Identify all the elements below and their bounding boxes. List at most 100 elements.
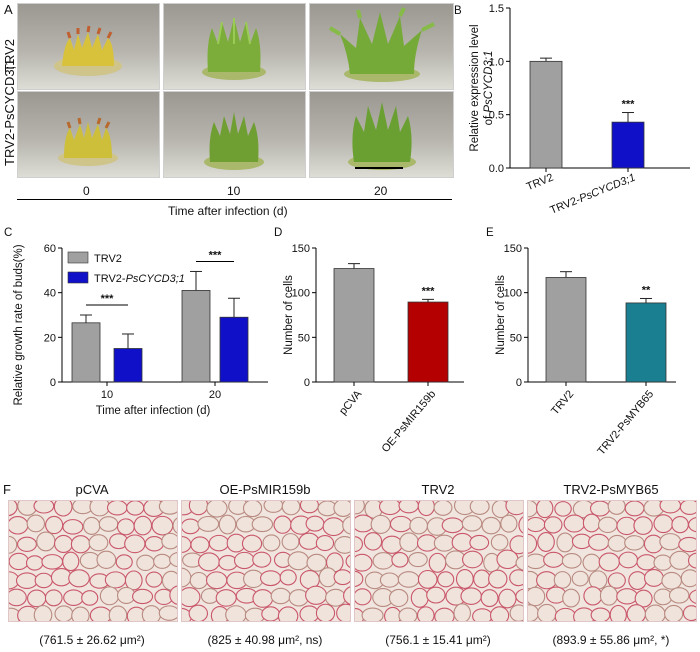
cell-outline [333, 569, 350, 586]
legend-swatch-C-0 [67, 251, 89, 264]
cell-outline [15, 572, 38, 590]
y-tick-label-D: 0 [304, 377, 310, 389]
y-tick-label-C: 40 [44, 288, 56, 300]
cell-outline [96, 550, 117, 569]
cell-outline [488, 569, 508, 589]
cell-outline [54, 605, 74, 621]
x-tick-label-E-0: TRV2 [549, 388, 576, 417]
cell-outline [315, 535, 335, 552]
photo-trv2-pscycd3-day10 [163, 91, 306, 178]
y-tick-label-B: 1.5 [489, 3, 504, 15]
cell-outline [509, 535, 523, 555]
cell-outline [598, 552, 620, 572]
cell-outline [355, 536, 363, 553]
cell-outline [333, 501, 350, 517]
cell-outline [89, 606, 112, 621]
cell-outline [133, 515, 153, 536]
cell-outline [115, 554, 133, 570]
cell-outline [9, 588, 27, 607]
y-axis-label-B-2: of PsCYCD3;1 [483, 51, 495, 126]
cell-outline [389, 515, 412, 533]
cell-outline [63, 589, 84, 606]
cell-outline [288, 589, 309, 607]
cell-outline [363, 532, 383, 551]
cell-outline [590, 607, 611, 621]
cell-outline [659, 533, 682, 551]
legend-label-C-0: TRV2 [94, 253, 122, 265]
cell-outline [45, 515, 64, 535]
cell-outline [9, 516, 29, 535]
cell-outline [305, 515, 325, 532]
cell-outline [682, 605, 696, 621]
cell-outline [628, 571, 647, 590]
y-tick-label-D: 150 [292, 243, 310, 255]
cell-outline [426, 586, 446, 604]
cell-outline [554, 501, 572, 517]
panel-letter-b: B [454, 5, 462, 17]
cell-outline [518, 516, 523, 534]
cell-outline [41, 554, 64, 570]
y-tick-label-E: 150 [504, 243, 522, 255]
cell-outline [563, 514, 586, 533]
cell-outline [618, 551, 639, 569]
cell-outline [262, 534, 281, 552]
cell-outline [343, 586, 350, 605]
cell-outline [659, 501, 682, 514]
y-axis-label-E: Number of cells [495, 275, 507, 355]
cell-outline [536, 571, 558, 590]
y-tick-label-B: 0.0 [489, 163, 504, 175]
cell-outline [299, 501, 319, 514]
cell-outline [104, 571, 127, 589]
cell-outline [583, 586, 603, 606]
cell-outline [261, 606, 280, 621]
cell-outline [528, 553, 547, 570]
bar-C-trv2pscycd31-0 [113, 348, 143, 383]
cell-outline [489, 606, 510, 621]
significance-label-B: *** [622, 99, 636, 111]
bar-E-0 [545, 277, 587, 383]
cell-outline [669, 550, 691, 570]
cell-outline [384, 606, 402, 621]
y-tick-label-D: 100 [292, 288, 310, 300]
cell-outline [398, 607, 418, 621]
cell-outline [315, 603, 336, 621]
photo-trv2-pscycd3-day0 [17, 91, 160, 178]
cell-outline [81, 590, 99, 606]
cell-outline [251, 516, 274, 533]
cell-outline [469, 501, 490, 515]
cell-outline [273, 515, 292, 534]
micro-stat-trv2-psmyb65: (893.9 ± 55.86 μm², *) [552, 633, 670, 647]
cell-outline [89, 501, 111, 517]
cell-outline [678, 536, 696, 553]
cell-outline [71, 606, 90, 621]
cell-outline [99, 586, 120, 606]
cell-outline [218, 514, 237, 535]
cell-outline [62, 551, 80, 572]
micro-title-trv2: TRV2 [421, 482, 455, 497]
cell-outline [616, 588, 638, 605]
cell-outline [33, 501, 55, 514]
x-axis-label-C: Time after infection (d) [96, 405, 211, 417]
cell-outline [582, 553, 601, 572]
cell-outline [496, 549, 519, 570]
y-tick-label-C: 60 [44, 243, 56, 255]
cell-outline [189, 571, 208, 590]
cell-outline [397, 571, 420, 588]
cell-outline [277, 606, 299, 621]
time-axis-title: Time after infection (d) [168, 204, 288, 218]
cell-outline [62, 519, 84, 535]
significance-label-E: ** [642, 284, 651, 296]
y-tick-label-D: 50 [298, 332, 310, 344]
cell-outline [305, 585, 328, 605]
cell-outline [626, 604, 647, 621]
cell-outline [281, 501, 301, 516]
cell-outline [417, 501, 435, 517]
cell-outline [409, 516, 429, 535]
cell-outline [687, 552, 696, 569]
cell-outline [653, 554, 673, 571]
photo-trv2-day0 [17, 3, 160, 90]
cell-outline [668, 587, 690, 604]
cell-outline [679, 501, 696, 515]
x-tick-label-C: 10 [101, 389, 113, 401]
cell-outline [434, 607, 455, 621]
